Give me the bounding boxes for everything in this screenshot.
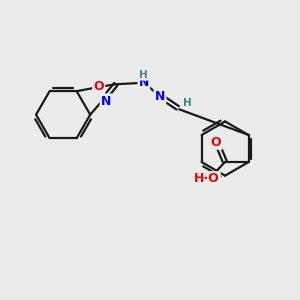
Text: H: H <box>183 98 192 108</box>
Text: N: N <box>139 76 149 89</box>
Text: H: H <box>140 70 148 80</box>
Text: N: N <box>155 89 165 103</box>
Text: N: N <box>101 95 111 108</box>
Text: H·O: H·O <box>194 172 220 185</box>
Text: O: O <box>93 80 104 93</box>
Text: O: O <box>211 136 221 148</box>
